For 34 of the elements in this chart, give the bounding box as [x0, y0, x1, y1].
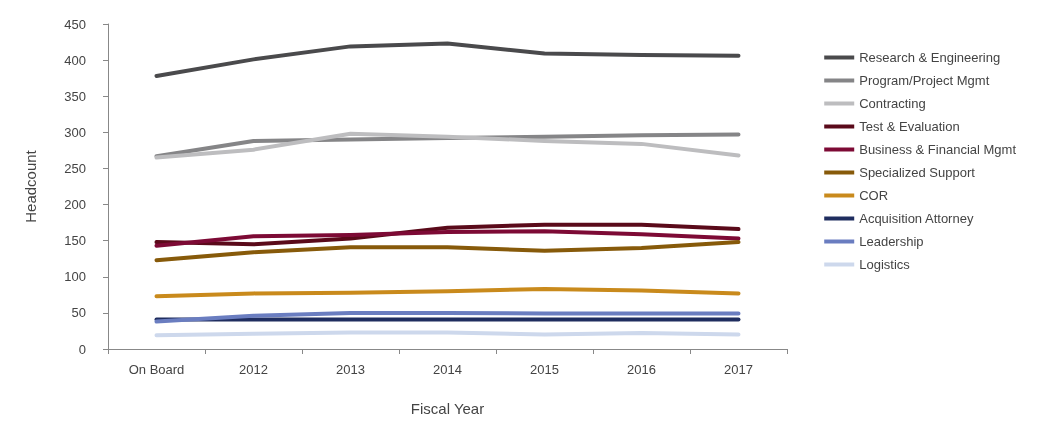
- x-axis-title: Fiscal Year: [410, 400, 485, 417]
- y-tick-label: 50: [71, 305, 86, 321]
- x-tick-label: 2016: [627, 362, 656, 377]
- y-tick-label: 350: [64, 88, 86, 104]
- y-tick-label: 400: [64, 52, 86, 68]
- legend-label: Contracting: [859, 96, 926, 111]
- legend-label: COR: [859, 188, 889, 203]
- x-tick-label: On Board: [128, 362, 185, 377]
- line-series: [154, 41, 741, 78]
- legend-label: Program/Project Mgmt: [859, 73, 990, 88]
- legend-label: Leadership: [859, 234, 924, 249]
- legend-label: Test & Evaluation: [859, 119, 960, 134]
- y-axis-title: Headcount: [22, 149, 39, 223]
- legend-label: Logistics: [859, 257, 911, 272]
- x-tick-label: 2013: [336, 362, 365, 377]
- y-tick-label: 250: [64, 160, 86, 176]
- legend-label: Acquisition Attorney: [859, 211, 974, 226]
- y-tick-label: 300: [64, 124, 86, 140]
- y-tick-label: 0: [78, 341, 86, 357]
- y-tick-label: 100: [64, 269, 86, 285]
- line-series: [154, 310, 741, 324]
- x-tick-label: 2014: [433, 362, 462, 377]
- legend-label: Research & Engineering: [859, 50, 1001, 65]
- line-series: [154, 229, 741, 248]
- line-series: [154, 287, 741, 299]
- y-tick-label: 200: [64, 197, 86, 213]
- line-series: [154, 240, 741, 263]
- y-tick-label: 450: [64, 16, 86, 32]
- y-tick-label: 150: [64, 233, 86, 249]
- legend-label: Business & Financial Mgmt: [859, 142, 1017, 157]
- legend-label: Specialized Support: [859, 165, 976, 180]
- x-tick-label: 2015: [530, 362, 559, 377]
- x-tick-label: 2017: [724, 362, 753, 377]
- x-tick-label: 2012: [239, 362, 268, 377]
